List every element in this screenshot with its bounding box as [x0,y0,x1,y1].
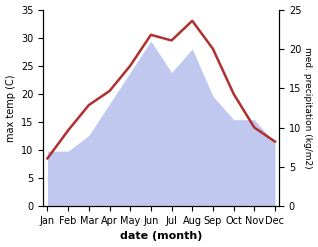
X-axis label: date (month): date (month) [120,231,203,242]
Y-axis label: max temp (C): max temp (C) [5,74,16,142]
Y-axis label: med. precipitation (kg/m2): med. precipitation (kg/m2) [303,47,313,169]
